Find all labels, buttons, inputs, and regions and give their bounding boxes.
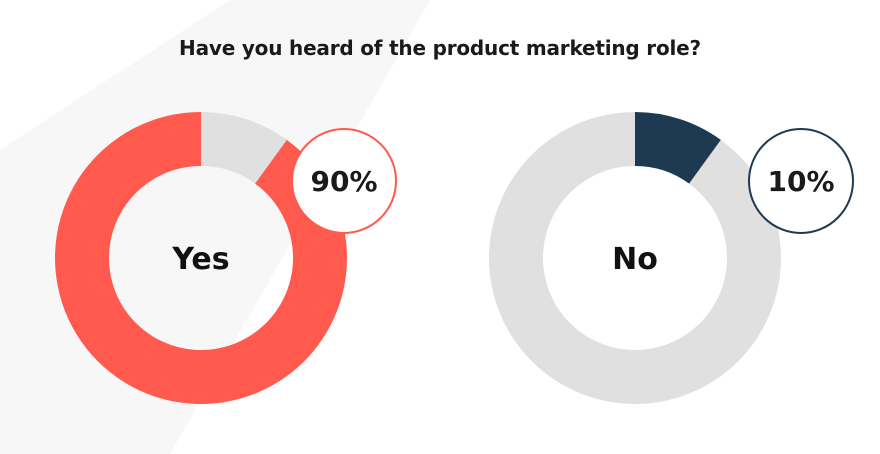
center-label-yes: Yes [171, 242, 229, 277]
slice-no [635, 112, 721, 184]
percent-label-no: 10% [767, 165, 834, 198]
donut-no: No 10% [488, 112, 854, 404]
slice-yes-remainder [201, 112, 287, 184]
percent-badge-no [748, 128, 854, 234]
chart-title: Have you heard of the product marketing … [179, 36, 701, 60]
slice-no-remainder [488, 112, 781, 404]
donut-yes: Yes 90% [55, 112, 397, 404]
percent-label-yes: 90% [310, 165, 377, 198]
percent-badge-yes [291, 128, 397, 234]
slice-yes [55, 112, 347, 404]
center-label-no: No [612, 242, 658, 277]
